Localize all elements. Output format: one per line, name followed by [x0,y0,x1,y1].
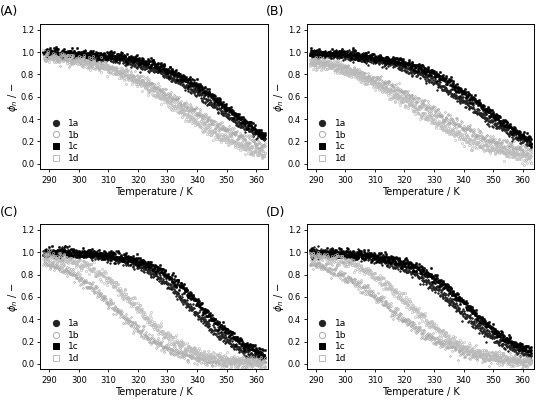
Y-axis label: $\phi_n$ / $-$: $\phi_n$ / $-$ [272,282,286,312]
Y-axis label: $\phi_n$ / $-$: $\phi_n$ / $-$ [5,82,19,112]
Y-axis label: $\phi_n$ / $-$: $\phi_n$ / $-$ [272,82,286,112]
X-axis label: Temperature / K: Temperature / K [382,387,460,397]
Text: (D): (D) [266,206,286,218]
Text: (C): (C) [0,206,18,218]
Y-axis label: $\phi_n$ / $-$: $\phi_n$ / $-$ [5,282,19,312]
X-axis label: Temperature / K: Temperature / K [382,187,460,197]
Legend: 1a, 1b, 1c, 1d: 1a, 1b, 1c, 1d [312,317,348,365]
Legend: 1a, 1b, 1c, 1d: 1a, 1b, 1c, 1d [312,117,348,165]
Text: (A): (A) [0,5,18,19]
X-axis label: Temperature / K: Temperature / K [116,387,193,397]
X-axis label: Temperature / K: Temperature / K [116,187,193,197]
Text: (B): (B) [266,5,285,19]
Legend: 1a, 1b, 1c, 1d: 1a, 1b, 1c, 1d [45,317,82,365]
Legend: 1a, 1b, 1c, 1d: 1a, 1b, 1c, 1d [45,117,82,165]
